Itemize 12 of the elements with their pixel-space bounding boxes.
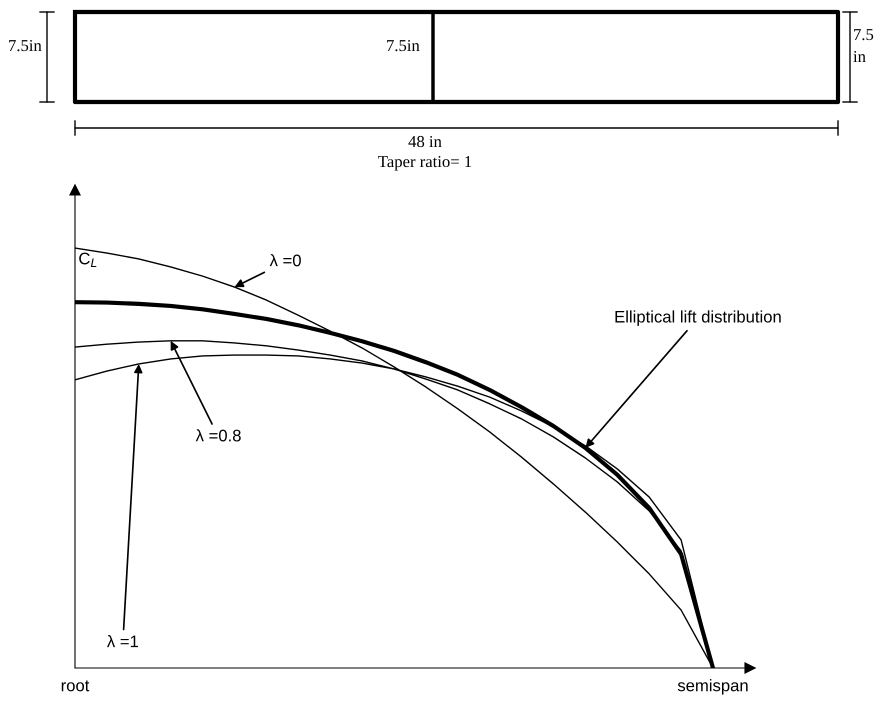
text: 7.5in — [387, 40, 420, 52]
x-tick-label: root — [62, 680, 90, 692]
annotation: λ =0 — [270, 254, 301, 266]
annotation: Elliptical lift distribution — [615, 310, 781, 326]
text: 7.5in — [9, 40, 42, 52]
text: 7.5 in — [853, 29, 874, 62]
y-axis-title: C$_{L}$ — [79, 252, 96, 268]
x-tick-label: semispan — [678, 679, 748, 695]
text: 48 in — [408, 136, 442, 148]
annotation: λ =1 — [106, 635, 138, 648]
text: Taper ratio= 1 — [378, 156, 472, 171]
annotation: λ =0.8 — [196, 429, 241, 442]
